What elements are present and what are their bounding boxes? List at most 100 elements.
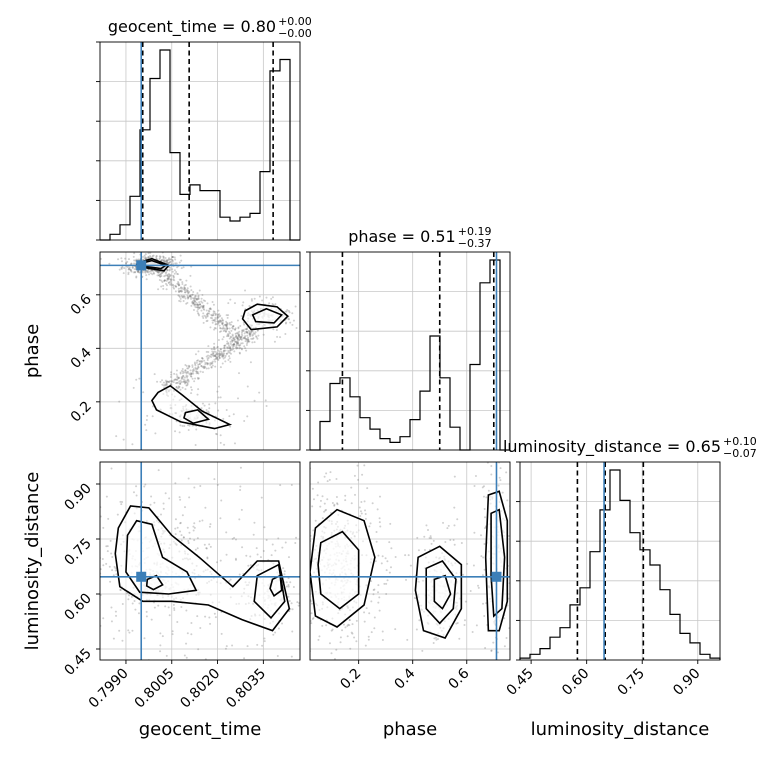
sample-point <box>222 357 225 360</box>
sample-point <box>325 472 328 475</box>
sample-point <box>310 622 313 625</box>
sample-point <box>192 369 195 372</box>
sample-point <box>151 255 154 258</box>
sample-point <box>206 557 209 560</box>
sample-point <box>518 633 520 635</box>
sample-point <box>238 344 241 347</box>
sample-point <box>239 324 242 327</box>
sample-point <box>498 476 501 479</box>
sample-point <box>369 522 372 525</box>
sample-point <box>168 281 171 284</box>
sample-point <box>192 308 195 311</box>
sample-point <box>263 526 266 529</box>
sample-point <box>166 262 169 265</box>
sample-point <box>213 346 216 349</box>
sample-point <box>213 310 216 313</box>
sample-point <box>188 295 191 298</box>
sample-point <box>219 320 222 323</box>
sample-point <box>249 564 252 567</box>
sample-point <box>375 540 378 543</box>
sample-point <box>210 353 213 356</box>
sample-point <box>168 380 171 383</box>
sample-point <box>194 367 197 370</box>
sample-point <box>482 602 485 605</box>
sample-point <box>143 637 146 640</box>
sample-point <box>168 275 171 278</box>
sample-point <box>144 423 147 426</box>
sample-point <box>263 637 266 640</box>
sample-point <box>215 433 218 436</box>
sample-point <box>184 369 187 372</box>
sample-point <box>198 314 201 317</box>
sample-point <box>330 629 333 632</box>
sample-point <box>205 313 208 316</box>
sample-point <box>157 274 160 277</box>
sample-point <box>202 365 205 368</box>
sample-point <box>177 376 180 379</box>
diag-panel-phase: phase = 0.51 +0.19−0.37 <box>306 225 511 451</box>
sample-point <box>296 601 299 604</box>
panel-frame <box>99 41 301 241</box>
sample-point <box>211 350 214 353</box>
sample-point <box>171 258 174 261</box>
sample-point <box>285 532 287 534</box>
y-tick-label-luminosity_distance: 0.45 <box>61 646 94 679</box>
sample-point <box>291 608 294 611</box>
sample-point <box>373 627 376 630</box>
sample-point <box>154 269 157 272</box>
sample-point <box>168 274 171 277</box>
sample-point <box>196 372 199 375</box>
sample-point <box>487 489 490 492</box>
sample-point <box>189 537 192 540</box>
sample-point <box>187 296 190 299</box>
contour-line <box>414 545 463 639</box>
sample-point <box>430 536 433 539</box>
sample-point <box>187 364 190 367</box>
sample-point <box>209 523 212 526</box>
sample-point <box>110 606 113 609</box>
sample-point <box>353 636 356 639</box>
sample-point <box>180 376 183 379</box>
sample-point <box>520 575 522 577</box>
sample-point <box>179 254 182 257</box>
sample-point <box>238 334 241 337</box>
sample-point <box>217 355 220 358</box>
sample-point <box>65 516 67 518</box>
sample-point <box>302 611 304 613</box>
sample-point <box>231 333 234 336</box>
sample-point <box>321 517 324 520</box>
sample-point <box>383 582 386 585</box>
sample-point <box>368 612 371 615</box>
sample-point <box>119 588 122 591</box>
sample-point <box>201 360 204 363</box>
sample-point <box>216 356 219 359</box>
sample-point <box>143 254 146 257</box>
sample-point <box>240 331 243 334</box>
sample-point <box>176 378 179 381</box>
title-value: geocent_time = 0.80 <box>108 17 276 37</box>
sample-point <box>399 573 401 575</box>
sample-point <box>216 346 219 349</box>
sample-point <box>134 271 137 274</box>
sample-point <box>319 499 322 502</box>
sample-point <box>160 275 163 278</box>
sample-point <box>187 541 190 544</box>
sample-point <box>105 545 108 548</box>
sample-point <box>183 287 186 290</box>
sample-point <box>351 632 354 635</box>
sample-point <box>131 602 134 605</box>
sample-point <box>203 365 206 368</box>
sample-point <box>93 580 95 582</box>
sample-point <box>45 632 47 634</box>
sample-point <box>234 538 237 541</box>
sample-point <box>164 256 167 259</box>
sample-point <box>145 418 148 421</box>
sample-point <box>196 298 199 301</box>
density-fill <box>183 409 209 424</box>
sample-point <box>167 282 170 285</box>
sample-point <box>243 332 246 335</box>
truth-marker <box>491 571 502 582</box>
sample-point <box>83 565 85 567</box>
sample-point <box>109 539 112 542</box>
sample-point <box>155 255 158 258</box>
